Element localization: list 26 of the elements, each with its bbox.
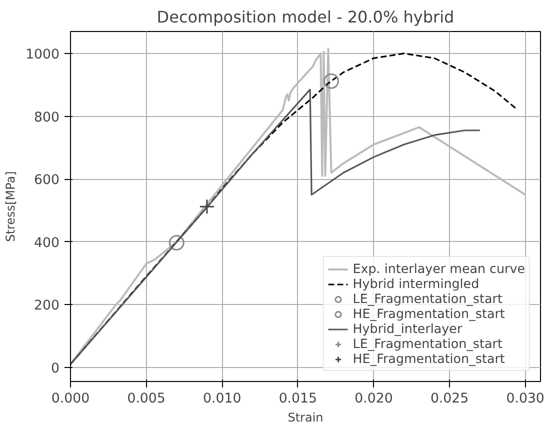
chart-title: Decomposition model - 20.0% hybrid [156, 8, 454, 26]
point [168, 235, 184, 250]
legend-label: Exp. interlayer mean curve [352, 261, 525, 276]
x-tick-label: 0.015 [278, 392, 317, 406]
x-axis-title: Strain [288, 410, 324, 424]
y-tick-label: 1000 [26, 47, 60, 62]
legend-label: Hybrid_interlayer [352, 321, 462, 336]
y-axis-title: Stress[MPa] [4, 171, 18, 242]
y-tick-label: 400 [34, 236, 60, 251]
point [199, 198, 215, 214]
x-tick-label: 0.020 [354, 392, 393, 406]
y-tick-label: 800 [34, 110, 60, 126]
legend-label: HE_Fragmentation_start [352, 351, 505, 366]
legend-label: LE_Fragmentation_start [352, 336, 502, 351]
x-tick-label: 0.000 [51, 392, 90, 406]
x-tick-label: 0.010 [203, 392, 242, 406]
legend-label: Hybrid intermingled [352, 276, 480, 291]
x-tick-label: 0.030 [506, 392, 544, 406]
legend-label: LE_Fragmentation_start [352, 291, 502, 306]
x-tick-label: 0.005 [127, 392, 166, 406]
y-tick-label: 600 [34, 173, 60, 188]
y-tick-label: 200 [34, 298, 60, 314]
legend-label: HE_Fragmentation_start [352, 306, 505, 321]
point [324, 73, 340, 89]
y-tick-label: 0 [51, 361, 60, 376]
x-tick-label: 0.025 [430, 392, 469, 406]
